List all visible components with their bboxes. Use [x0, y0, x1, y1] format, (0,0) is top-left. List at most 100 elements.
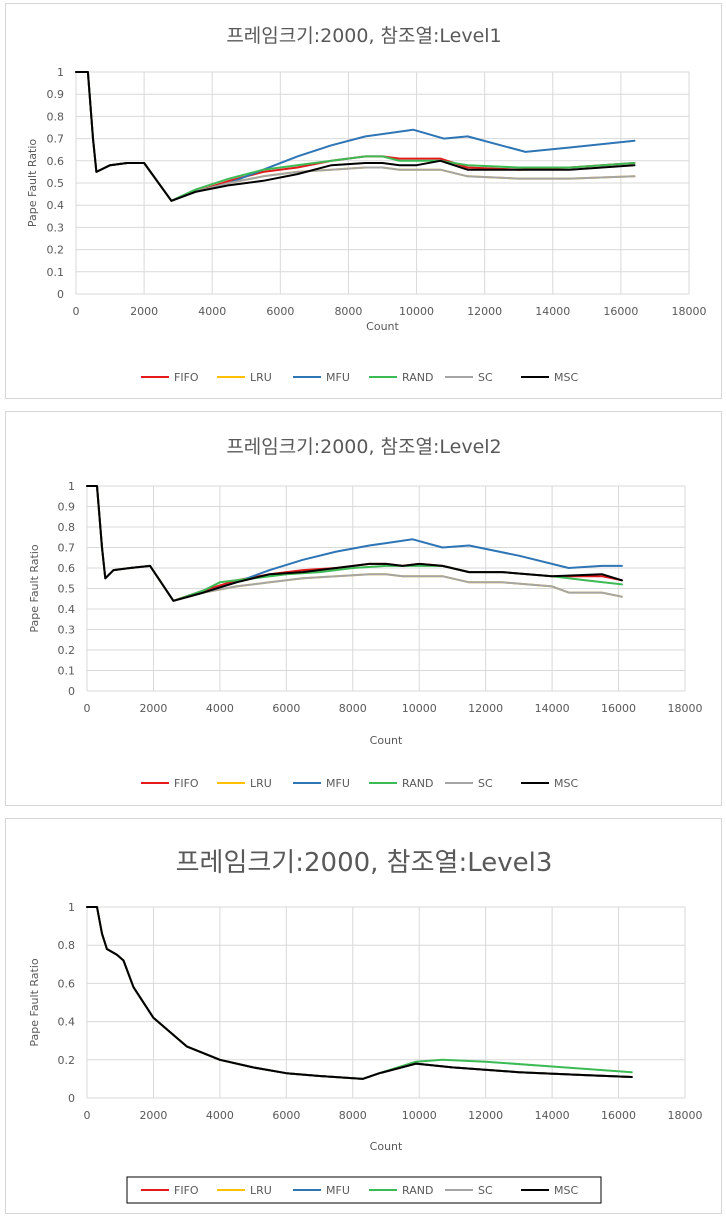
series-line-rand [75, 71, 636, 202]
x-tick-label: 0 [84, 702, 91, 715]
y-tick-label: 1 [68, 901, 75, 914]
series-line-fifo [86, 485, 623, 602]
legend-label: MSC [554, 371, 578, 384]
legend-item-msc: MSC [521, 777, 578, 790]
series-line-lru [86, 485, 623, 602]
x-tick-label: 4000 [206, 702, 234, 715]
y-axis-title: Pape Fault Ratio [28, 544, 41, 633]
y-tick-label: 0.5 [47, 177, 65, 190]
legend-label: SC [478, 1184, 493, 1197]
x-tick-label: 0 [84, 1109, 91, 1122]
series-line-sc [86, 485, 623, 602]
x-tick-label: 16000 [601, 1109, 636, 1122]
x-tick-label: 8000 [339, 1109, 367, 1122]
legend-item-lru: LRU [217, 1184, 272, 1197]
x-tick-label: 2000 [139, 702, 167, 715]
legend-item-rand: RAND [369, 777, 433, 790]
y-tick-label: 0.7 [47, 133, 65, 146]
chart-title: 프레임크기:2000, 참조열:Level1 [226, 25, 501, 47]
y-tick-label: 0.8 [58, 521, 76, 534]
legend-item-mfu: MFU [293, 371, 350, 384]
legend-label: MFU [326, 777, 350, 790]
x-tick-label: 4000 [206, 1109, 234, 1122]
x-tick-label: 10000 [399, 305, 434, 318]
y-tick-label: 0.2 [47, 244, 65, 257]
series-line-msc [86, 906, 633, 1080]
legend-label: SC [478, 371, 493, 384]
chart-panel-level1: 프레임크기:2000, 참조열:Level1 0 0.1 0.2 0.3 0.4 0.5 0.… [5, 3, 722, 399]
chart-level3: 프레임크기:2000, 참조열:Level3 0 0.2 0.4 0.6 0.8 1 0 200… [28, 848, 703, 1204]
y-tick-label: 0.9 [58, 501, 76, 514]
x-tick-label: 18000 [668, 1109, 703, 1122]
x-tick-label: 12000 [467, 305, 502, 318]
y-tick-label: 0 [57, 288, 64, 301]
y-tick-label: 0.3 [47, 221, 65, 234]
series-line-sc [86, 906, 633, 1080]
legend-label: MFU [326, 1184, 350, 1197]
x-tick-label: 14000 [535, 702, 570, 715]
y-tick-label: 0.1 [58, 665, 76, 678]
legend-item-rand: RAND [369, 371, 433, 384]
y-axis-title: Pape Fault Ratio [26, 139, 39, 228]
y-tick-label: 0.8 [47, 110, 65, 123]
y-tick-label: 0.3 [58, 624, 76, 637]
x-tick-label: 8000 [339, 702, 367, 715]
chart-title: 프레임크기:2000, 참조열:Level2 [226, 436, 501, 458]
x-tick-label: 12000 [468, 702, 503, 715]
y-tick-label: 1 [68, 480, 75, 493]
legend-item-fifo: FIFO [141, 1184, 199, 1197]
y-tick-label: 0.2 [58, 644, 76, 657]
legend-label: MFU [326, 371, 350, 384]
y-tick-label: 0.9 [47, 88, 65, 101]
legend-item-fifo: FIFO [141, 371, 199, 384]
x-tick-label: 8000 [334, 305, 362, 318]
series-line-msc [75, 71, 636, 202]
legend-item-sc: SC [445, 777, 493, 790]
series-line-mfu [75, 71, 636, 202]
y-tick-label: 0.6 [58, 562, 76, 575]
series-line-msc [86, 485, 623, 602]
y-tick-label: 0.2 [58, 1054, 76, 1067]
y-tick-label: 0.7 [58, 542, 76, 555]
legend-label: RAND [402, 371, 433, 384]
legend-label: FIFO [174, 1184, 199, 1197]
legend-item-sc: SC [445, 1184, 493, 1197]
y-tick-label: 0.1 [47, 266, 65, 279]
y-tick-label: 0 [68, 1092, 75, 1105]
chart-panel-level2: 프레임크기:2000, 참조열:Level2 0 0.1 0.2 0.3 0.4 0.5 0.… [5, 411, 722, 806]
legend-label: MSC [554, 777, 578, 790]
x-tick-label: 18000 [668, 702, 703, 715]
series-line-sc [75, 71, 636, 202]
y-tick-label: 0.5 [58, 583, 76, 596]
legend-item-fifo: FIFO [141, 777, 199, 790]
x-tick-label: 4000 [198, 305, 226, 318]
legend-label: FIFO [174, 777, 199, 790]
y-tick-label: 0.4 [58, 603, 76, 616]
legend-item-lru: LRU [217, 371, 272, 384]
y-tick-label: 0.8 [58, 939, 76, 952]
x-axis-title: Count [366, 320, 399, 333]
y-tick-label: 1 [57, 66, 64, 79]
x-tick-label: 18000 [672, 305, 707, 318]
legend-item-sc: SC [445, 371, 493, 384]
x-tick-label: 2000 [130, 305, 158, 318]
y-tick-label: 0.6 [58, 977, 76, 990]
x-tick-label: 6000 [266, 305, 294, 318]
series-line-mfu [86, 485, 623, 602]
y-axis-title: Pape Fault Ratio [28, 958, 41, 1047]
x-tick-label: 14000 [535, 305, 570, 318]
x-tick-label: 6000 [272, 702, 300, 715]
legend-item-msc: MSC [521, 371, 578, 384]
x-tick-label: 16000 [603, 305, 638, 318]
series-line-rand [86, 485, 623, 602]
x-tick-label: 12000 [468, 1109, 503, 1122]
legend-box [126, 1176, 602, 1204]
legend-item-msc: MSC [521, 1184, 578, 1197]
x-tick-label: 16000 [601, 702, 636, 715]
legend-label: MSC [554, 1184, 578, 1197]
y-tick-label: 0.4 [47, 199, 65, 212]
legend-label: RAND [402, 777, 433, 790]
x-tick-label: 2000 [139, 1109, 167, 1122]
legend-label: LRU [250, 1184, 272, 1197]
legend-label: LRU [250, 371, 272, 384]
